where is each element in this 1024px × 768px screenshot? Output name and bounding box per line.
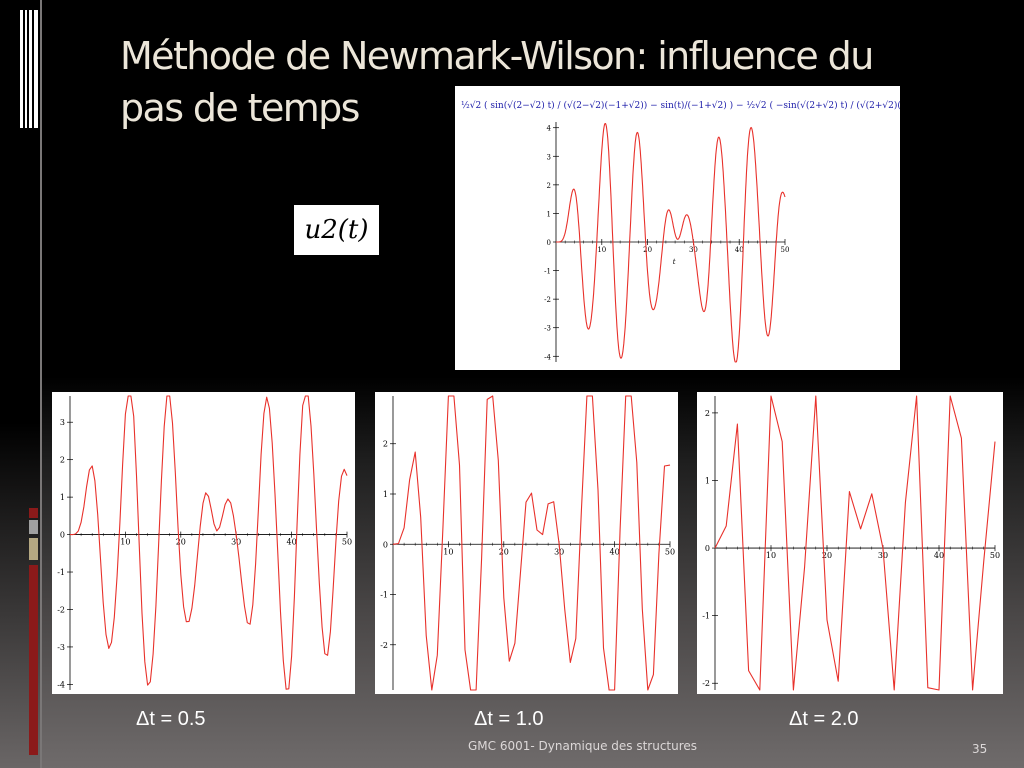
series-line: [714, 395, 996, 691]
y-tick-label: 1: [547, 210, 551, 218]
formula-text: ½√2 ( sin(√(2−√2) t) / (√(2−√2)(−1+√2)) …: [461, 100, 900, 111]
x-tick-label: 10: [120, 538, 130, 547]
y-tick-label: 0: [60, 531, 65, 540]
y-tick-label: 2: [547, 182, 551, 190]
vertical-divider: [40, 0, 42, 768]
caption-dt-10: Δt = 1.0: [474, 708, 544, 730]
y-tick-label: 0: [547, 239, 551, 247]
x-tick-label: 40: [735, 246, 744, 254]
accent-square-tan: [29, 538, 38, 560]
y-tick-label: -1: [544, 268, 551, 276]
y-tick-label: -3: [57, 643, 65, 652]
x-tick-label: 20: [499, 547, 509, 556]
y-tick-label: -1: [702, 612, 710, 621]
accent-square-red: [29, 508, 38, 518]
u2-label: u2(t): [294, 205, 379, 255]
y-tick-label: -2: [544, 296, 551, 304]
accent-square-gray: [29, 520, 38, 534]
y-tick-label: 2: [383, 440, 388, 449]
y-tick-label: -1: [380, 591, 388, 600]
x-tick-label: 30: [231, 538, 241, 547]
y-tick-label: -4: [57, 680, 65, 689]
caption-dt-05: Δt = 0.5: [136, 708, 206, 730]
x-tick-label: 30: [878, 551, 888, 560]
y-tick-label: 1: [60, 493, 65, 502]
x-tick-label: 30: [554, 547, 564, 556]
y-tick-label: 1: [383, 490, 388, 499]
y-tick-label: 0: [705, 544, 710, 553]
y-tick-label: -2: [57, 605, 65, 614]
x-tick-label: 40: [287, 538, 297, 547]
x-tick-label: 10: [443, 547, 453, 556]
exact-solution-chart: ½√2 ( sin(√(2−√2) t) / (√(2−√2)(−1+√2)) …: [455, 86, 900, 370]
x-tick-label: 20: [176, 538, 186, 547]
decorative-stripes: [20, 10, 38, 128]
y-tick-label: -1: [57, 568, 65, 577]
y-tick-label: 2: [705, 409, 710, 418]
dt-20-panel: 10 20 30 40 50 2 1 0 -1 -2: [697, 392, 1003, 694]
y-tick-label: 3: [60, 418, 65, 427]
title-line-1: Méthode de Newmark-Wilson: influence du: [120, 34, 874, 78]
accent-bar-red: [29, 565, 38, 755]
series-line: [555, 122, 786, 363]
footer-text: GMC 6001- Dynamique des structures: [468, 739, 698, 753]
x-tick-label: 20: [643, 246, 652, 254]
y-tick-label: 1: [705, 476, 710, 485]
x-axis-label: t: [673, 258, 676, 266]
x-tick-label: 10: [597, 246, 606, 254]
dt-05-panel: 10 20 30 40 50 3 2 1 0 -1 -2 -3 -4: [52, 392, 355, 694]
x-tick-label: 50: [781, 246, 790, 254]
title-line-2: pas de temps: [120, 86, 360, 130]
x-tick-label: 50: [665, 547, 675, 556]
slide-title: Méthode de Newmark-Wilson: influence du …: [120, 30, 970, 134]
dt-10-panel: 10 20 30 40 50 2 1 0 -1 -2: [375, 392, 678, 694]
x-tick-label: 50: [342, 538, 352, 547]
page-number: 35: [972, 742, 988, 756]
y-tick-label: -2: [702, 679, 710, 688]
x-tick-label: 30: [689, 246, 698, 254]
y-tick-label: 4: [547, 125, 552, 133]
series-line: [392, 395, 671, 691]
x-tick-label: 10: [766, 551, 776, 560]
y-tick-label: 0: [383, 540, 388, 549]
caption-dt-20: Δt = 2.0: [789, 708, 859, 730]
series-line: [70, 395, 348, 690]
x-tick-label: 40: [934, 551, 944, 560]
x-tick-label: 50: [990, 551, 1000, 560]
y-tick-label: -2: [380, 641, 388, 650]
exact-solution-panel: ½√2 ( sin(√(2−√2) t) / (√(2−√2)(−1+√2)) …: [455, 86, 900, 370]
y-tick-label: 3: [547, 153, 551, 161]
x-tick-label: 20: [822, 551, 832, 560]
y-tick-label: -4: [544, 353, 551, 361]
y-tick-label: -3: [544, 325, 551, 333]
x-tick-label: 40: [610, 547, 620, 556]
y-tick-label: 2: [60, 456, 65, 465]
